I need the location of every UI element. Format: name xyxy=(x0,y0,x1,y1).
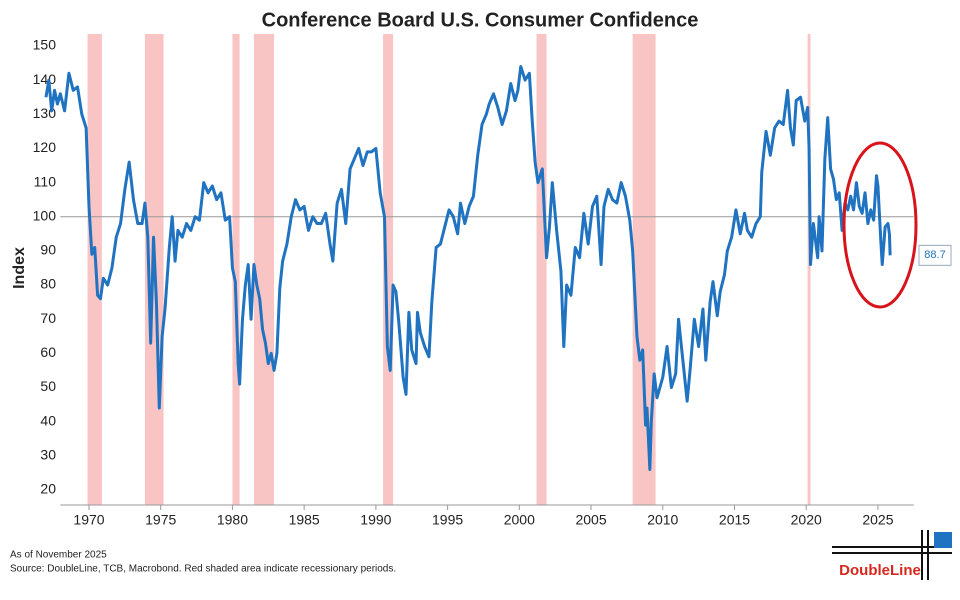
y-tick-label: 100 xyxy=(33,207,57,223)
y-tick-label: 30 xyxy=(40,447,56,463)
last-value-label: 88.7 xyxy=(924,249,945,261)
x-tick-label: 2015 xyxy=(719,512,750,528)
y-axis-label: Index xyxy=(11,247,28,289)
y-tick-label: 20 xyxy=(40,481,56,497)
y-tick-label: 50 xyxy=(40,378,56,394)
x-tick-label: 1975 xyxy=(145,512,176,528)
logo-lines xyxy=(832,530,952,580)
y-tick-label: 80 xyxy=(40,276,56,292)
x-tick-label: 1980 xyxy=(217,512,248,528)
y-tick-label: 150 xyxy=(33,37,57,53)
note: As of November 2025 xyxy=(10,550,107,561)
x-tick-label: 2000 xyxy=(504,512,535,528)
recession-band xyxy=(632,34,656,505)
y-tick-label: 120 xyxy=(33,139,57,155)
source: Source: DoubleLine, TCB, Macrobond. Red … xyxy=(10,564,396,575)
logo-square xyxy=(934,532,952,548)
y-tick-label: 40 xyxy=(40,412,56,428)
chart-title: Conference Board U.S. Consumer Confidenc… xyxy=(262,9,699,31)
recession-band xyxy=(232,34,240,505)
recession-band xyxy=(536,34,547,505)
y-tick-label: 140 xyxy=(33,71,57,87)
recession-band xyxy=(383,34,394,505)
data-line xyxy=(44,64,892,471)
x-tick-label: 2005 xyxy=(575,512,606,528)
last-value-box xyxy=(918,244,952,266)
x-tick-label: 1990 xyxy=(360,512,391,528)
y-tick-label: 110 xyxy=(34,173,57,189)
x-tick-label: 2020 xyxy=(791,512,822,528)
x-tick-label: 1995 xyxy=(432,512,463,528)
x-tick-label: 1985 xyxy=(289,512,320,528)
logo-text: DoubleLine xyxy=(839,562,921,579)
y-tick-label: 60 xyxy=(40,344,56,360)
recession-band xyxy=(807,34,811,505)
y-tick-label: 90 xyxy=(40,242,56,258)
x-tick-label: 2025 xyxy=(862,512,893,528)
recession-band xyxy=(253,34,275,505)
highlight-ellipse xyxy=(842,141,918,309)
x-tick-label: 2010 xyxy=(647,512,678,528)
y-tick-label: 70 xyxy=(40,310,56,326)
x-tick-label: 1970 xyxy=(73,512,104,528)
